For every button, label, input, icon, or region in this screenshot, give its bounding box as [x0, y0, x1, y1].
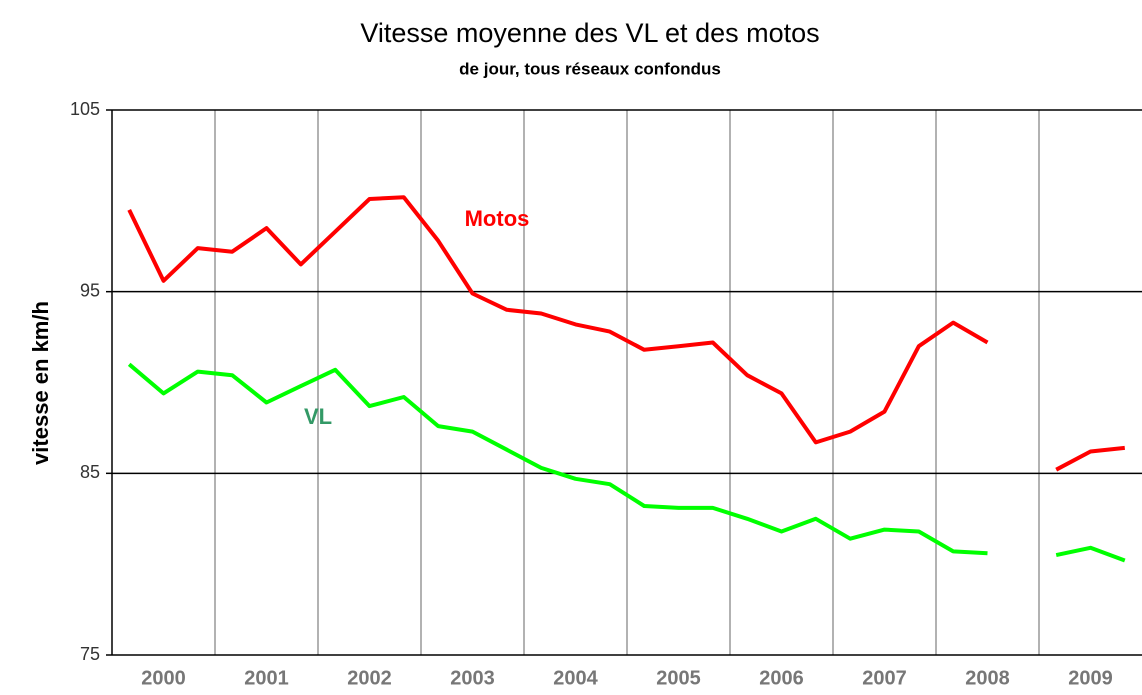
- x-tick-label: 2008: [965, 667, 1010, 689]
- x-tick-label: 2001: [244, 667, 289, 689]
- series-line: [127, 195, 1126, 472]
- y-axis-label: vitesse en km/h: [28, 301, 53, 465]
- x-tick-label: 2009: [1068, 667, 1113, 689]
- x-tick-label: 2000: [141, 667, 186, 689]
- series-annotation: VL: [304, 404, 332, 429]
- x-tick-label: 2004: [553, 667, 598, 689]
- chart-title: Vitesse moyenne des VL et des motos: [360, 18, 819, 48]
- x-tick-label: 2002: [347, 667, 392, 689]
- x-tick-label: 2003: [450, 667, 495, 689]
- series-line: [127, 362, 1126, 563]
- chart-subtitle: de jour, tous réseaux confondus: [459, 59, 721, 78]
- series-annotation: Motos: [465, 206, 530, 231]
- x-tick-label: 2006: [759, 667, 804, 689]
- x-tick-label: 2007: [862, 667, 907, 689]
- y-tick-label: 85: [80, 462, 100, 482]
- y-tick-label: 95: [80, 280, 100, 300]
- y-tick-label: 105: [70, 99, 100, 119]
- x-tick-label: 2005: [656, 667, 701, 689]
- y-tick-label: 75: [80, 644, 100, 664]
